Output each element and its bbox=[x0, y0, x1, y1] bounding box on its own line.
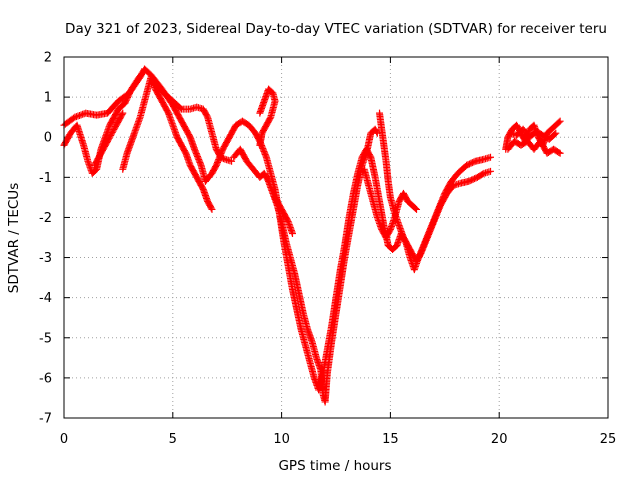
data-point bbox=[556, 149, 564, 157]
data-point bbox=[486, 167, 494, 175]
x-tick-label: 0 bbox=[60, 432, 68, 447]
series-track-10 bbox=[376, 109, 494, 266]
series-track-6 bbox=[230, 125, 381, 406]
data-point bbox=[486, 153, 494, 161]
axis-ticks bbox=[63, 56, 609, 419]
data-point bbox=[176, 104, 184, 112]
data-point bbox=[411, 204, 419, 212]
data-point bbox=[138, 69, 146, 77]
data-point bbox=[556, 117, 564, 125]
data-point bbox=[555, 148, 563, 156]
y-axis-label: SDTVAR / TECUs bbox=[6, 183, 22, 293]
data-point bbox=[118, 110, 126, 118]
data-points bbox=[60, 65, 564, 406]
data-point bbox=[288, 229, 296, 237]
x-tick-label: 25 bbox=[600, 432, 617, 447]
y-tick-label: -4 bbox=[39, 291, 52, 306]
data-point bbox=[373, 129, 381, 137]
y-tick-label: 2 bbox=[44, 51, 52, 66]
data-point bbox=[207, 204, 215, 212]
series-track-13 bbox=[506, 125, 560, 143]
series-track-12 bbox=[504, 137, 564, 157]
y-tick-label: -6 bbox=[39, 371, 52, 386]
y-tick-label: -1 bbox=[39, 171, 52, 186]
data-point bbox=[228, 157, 236, 165]
y-tick-label: -2 bbox=[39, 211, 52, 226]
x-axis-label: GPS time / hours bbox=[278, 458, 391, 474]
y-tick-label: -7 bbox=[39, 412, 52, 427]
data-point bbox=[137, 70, 145, 78]
series-track-8 bbox=[271, 193, 296, 237]
series-track-5 bbox=[151, 81, 236, 165]
x-tick-label: 5 bbox=[169, 432, 177, 447]
x-tick-label: 15 bbox=[382, 432, 399, 447]
x-tick-label: 10 bbox=[273, 432, 290, 447]
series-track-7 bbox=[256, 85, 279, 149]
data-point bbox=[479, 170, 487, 178]
data-point bbox=[119, 109, 127, 117]
data-point bbox=[220, 155, 228, 163]
data-point bbox=[555, 118, 563, 126]
chart-title: Day 321 of 2023, Sidereal Day-to-day VTE… bbox=[65, 21, 607, 37]
y-tick-label: 0 bbox=[44, 131, 52, 146]
series-track-2 bbox=[60, 69, 146, 177]
y-tick-label: -5 bbox=[39, 331, 52, 346]
series-track-9 bbox=[360, 165, 421, 241]
grid-lines bbox=[64, 57, 608, 418]
data-point bbox=[203, 112, 211, 120]
data-point bbox=[256, 141, 264, 149]
data-point bbox=[552, 129, 560, 137]
data-point bbox=[551, 130, 559, 138]
y-tick-label: 1 bbox=[44, 91, 52, 106]
x-tick-label: 20 bbox=[491, 432, 508, 447]
series-track-3 bbox=[90, 109, 127, 169]
series-track-4 bbox=[119, 73, 216, 213]
data-point bbox=[413, 205, 421, 213]
data-point bbox=[208, 205, 216, 213]
y-tick-label: -3 bbox=[39, 251, 52, 266]
plot-frame bbox=[63, 56, 609, 419]
